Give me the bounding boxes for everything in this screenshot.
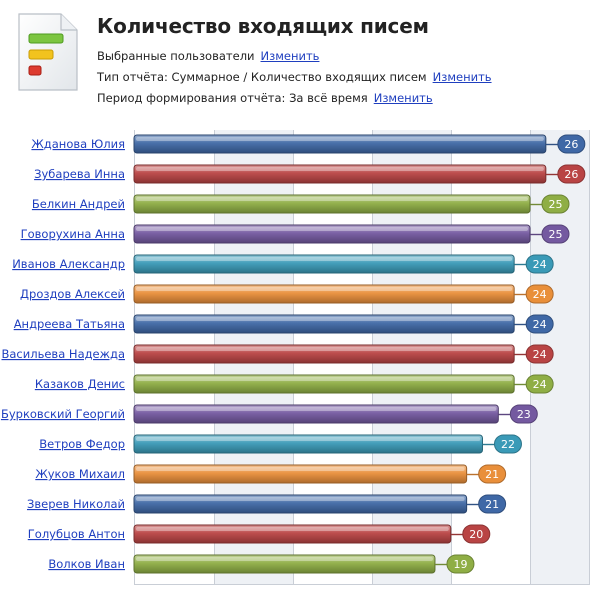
bar[interactable] — [133, 164, 547, 184]
value-badge — [541, 194, 570, 214]
page-title: Количество входящих писем — [97, 14, 429, 38]
value-badge — [525, 344, 554, 364]
bar-highlight — [136, 377, 513, 381]
value-label: 24 — [533, 348, 547, 361]
bar-highlight — [136, 167, 544, 171]
value-badge — [541, 224, 570, 244]
category-label[interactable]: Говорухина Анна — [21, 227, 125, 241]
value-badge — [525, 284, 554, 304]
category-label[interactable]: Белкин Андрей — [32, 197, 125, 211]
category-label[interactable]: Дроздов Алексей — [20, 287, 125, 301]
value-label: 21 — [485, 468, 499, 481]
category-label[interactable]: Зубарева Инна — [34, 167, 125, 181]
category-label[interactable]: Иванов Александр — [12, 257, 125, 271]
value-badge — [557, 134, 586, 154]
selected-users-label: Выбранные пользователи — [97, 49, 255, 63]
value-badge — [525, 374, 554, 394]
bar-highlight — [136, 407, 497, 411]
value-badge — [478, 494, 507, 514]
bars: 26 26 25 25 24 24 24 24 24 23 22 21 21 20 19 — [133, 134, 586, 574]
bar-highlight — [136, 437, 481, 441]
value-badge — [525, 314, 554, 334]
report-document-icon — [18, 13, 78, 91]
report-period-label: Период формирования отчёта: За всё время — [97, 91, 368, 105]
category-label[interactable]: Зверев Николай — [27, 497, 125, 511]
bar-highlight — [136, 317, 513, 321]
value-badge — [509, 404, 538, 424]
value-label: 24 — [533, 318, 547, 331]
value-label: 26 — [564, 138, 578, 151]
value-badge — [525, 254, 554, 274]
category-label[interactable]: Волков Иван — [48, 557, 125, 571]
bar-highlight — [136, 557, 433, 561]
bar-highlight — [136, 497, 465, 501]
category-label[interactable]: Голубцов Антон — [28, 527, 125, 541]
value-label: 25 — [549, 228, 563, 241]
value-label: 22 — [501, 438, 515, 451]
change-users-link[interactable]: Изменить — [260, 49, 320, 63]
value-label: 25 — [549, 198, 563, 211]
value-label: 24 — [533, 378, 547, 391]
value-label: 20 — [469, 528, 483, 541]
report-type-row: Тип отчёта: Суммарное / Количество входя… — [97, 70, 492, 84]
bar-highlight — [136, 257, 513, 261]
value-badge — [493, 434, 522, 454]
bar-highlight — [136, 527, 449, 531]
value-badge — [557, 164, 586, 184]
report-period-row: Период формирования отчёта: За всё время… — [97, 91, 433, 105]
category-label[interactable]: Бурковский Георгий — [1, 407, 125, 421]
bar-highlight — [136, 137, 544, 141]
change-report-type-link[interactable]: Изменить — [432, 70, 492, 84]
value-label: 19 — [453, 558, 467, 571]
report-type-label: Тип отчёта: Суммарное / Количество входя… — [97, 70, 427, 84]
bar[interactable] — [133, 134, 547, 154]
value-label: 21 — [485, 498, 499, 511]
value-label: 24 — [533, 258, 547, 271]
bar-highlight — [136, 287, 513, 291]
category-label[interactable]: Жданова Юлия — [31, 137, 125, 151]
value-badge — [478, 464, 507, 484]
category-label[interactable]: Васильева Надежда — [2, 347, 126, 361]
bar-highlight — [136, 467, 465, 471]
value-label: 24 — [533, 288, 547, 301]
selected-users-row: Выбранные пользователи Изменить — [97, 49, 319, 63]
bar-highlight — [136, 197, 528, 201]
category-label[interactable]: Андреева Татьяна — [14, 317, 125, 331]
category-label[interactable]: Казаков Денис — [35, 377, 125, 391]
value-badge — [446, 554, 475, 574]
bar-highlight — [136, 227, 528, 231]
category-label[interactable]: Жуков Михаил — [35, 467, 125, 481]
bar-highlight — [136, 347, 513, 351]
value-label: 23 — [517, 408, 531, 421]
category-label[interactable]: Ветров Федор — [39, 437, 125, 451]
value-label: 26 — [564, 168, 578, 181]
incoming-mail-bar-chart: 26 26 25 25 24 24 24 24 24 23 22 21 21 20 19 Жданова Юл… — [1, 130, 590, 585]
change-period-link[interactable]: Изменить — [373, 91, 433, 105]
value-badge — [462, 524, 491, 544]
